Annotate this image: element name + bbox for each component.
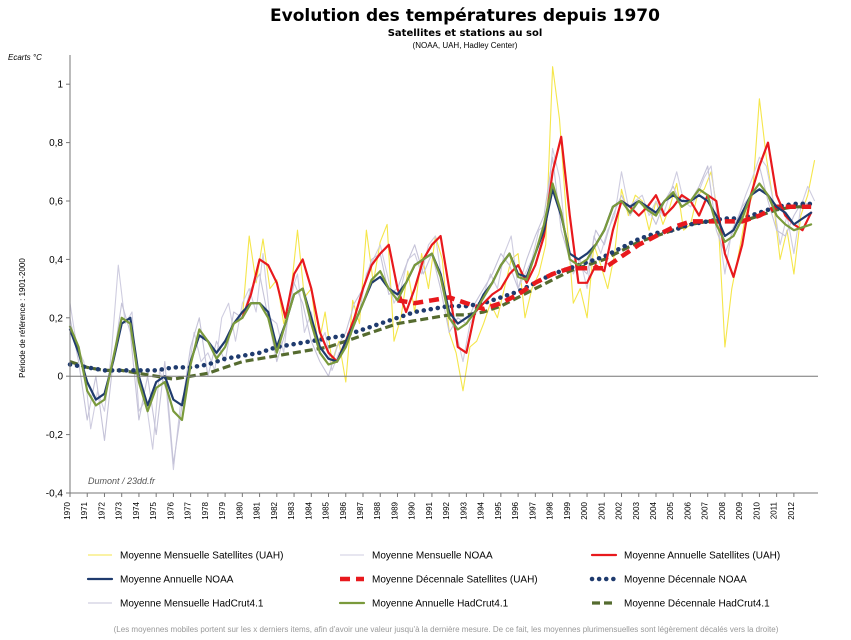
x-tick-label: 1988 [373,501,382,519]
x-tick-label: 2011 [770,501,779,519]
legend: Moyenne Mensuelle Satellites (UAH) Moyenn… [86,551,780,610]
chart-title: Evolution des températures depuis 1970 [270,6,660,26]
y-tick-label: 0,8 [49,138,63,149]
chart-sources: (NOAA, UAH, Hadley Center) [413,41,518,50]
series-moyenne-decennale-satellites-uah [397,204,812,312]
series-moyenne-annuelle-hadcrut4-1 [68,182,813,422]
x-tick-label: 2007 [701,501,710,519]
legend-label: Moyenne Décennale Satellites (UAH) [372,575,538,586]
x-tick-label: 1979 [218,501,227,519]
legend-item: Moyenne Mensuelle Satellites (UAH) [88,551,283,562]
x-tick-label: 1971 [80,501,89,519]
y-tick-label: 0 [57,372,63,383]
legend-item: Moyenne Mensuelle HadCrut4.1 [88,599,264,610]
y-tick-label: 0,4 [49,255,63,266]
x-tick-label: 2012 [787,501,796,519]
legend-item: Moyenne Annuelle HadCrut4.1 [338,599,509,610]
x-tick-label: 1987 [356,501,365,519]
x-tick-label: 1985 [322,501,331,519]
series-moyenne-mensuelle-satellites-uah [241,66,816,392]
chart-subtitle: Satellites et stations au sol [388,28,543,39]
legend-label: Moyenne Mensuelle HadCrut4.1 [120,599,264,610]
x-tick-label: 1978 [201,501,210,519]
y-tick-label: -0,4 [46,489,64,500]
x-tick-label: 2008 [718,501,727,519]
legend-label: Moyenne Annuelle Satellites (UAH) [624,551,780,562]
x-tick-label: 1983 [287,501,296,519]
y-axis-label: Ecarts °C [8,53,42,62]
x-tick-label: 1998 [546,501,555,519]
x-tick-label: 1993 [459,501,468,519]
x-tick-label: 1982 [270,501,279,519]
x-tick-label: 1999 [563,501,572,519]
x-tick-label: 1981 [253,501,262,519]
x-tick-label: 1989 [390,501,399,519]
x-tick-label: 2010 [752,501,761,519]
x-tick-label: 2003 [632,501,641,519]
y-tick-label: 1 [57,80,63,91]
x-tick-label: 1986 [339,501,348,519]
x-tick-label: 2004 [649,501,658,519]
x-tick-label: 1972 [97,501,106,519]
y-tick-label: 0,2 [49,313,63,324]
series-moyenne-decennale-hadcrut4-1 [69,205,812,381]
legend-item: Moyenne Mensuelle NOAA [340,551,493,562]
legend-label: Moyenne Mensuelle NOAA [372,551,493,562]
y-tick-label: -0,2 [46,430,64,441]
x-tick-label: 2001 [597,501,606,519]
y-tick-label: 0,6 [49,197,63,208]
x-tick-label: 1973 [115,501,124,519]
legend-label: Moyenne Annuelle NOAA [120,575,234,586]
legend-item: Moyenne Décennale HadCrut4.1 [592,599,770,610]
x-tick-label: 1977 [184,501,193,519]
x-tick-label: 1976 [166,501,175,519]
legend-item: Moyenne Annuelle Satellites (UAH) [590,551,780,562]
x-tick-label: 1990 [408,501,417,519]
axes: -0,4 -0,2 0 0,2 0,4 0,6 0,8 1 1970 1971 1972 1973 19… [46,55,818,520]
x-tick-label: 1995 [494,501,503,519]
x-tick-label: 1980 [235,501,244,519]
x-tick-label: 2005 [666,501,675,519]
legend-item: Moyenne Décennale NOAA [589,575,747,586]
legend-item: Moyenne Annuelle NOAA [86,575,234,586]
x-tick-label: 1984 [304,501,313,519]
x-tick-label: 1992 [442,501,451,519]
legend-label: Moyenne Décennale NOAA [624,575,747,586]
x-tick-label: 2000 [580,501,589,519]
x-tick-label: 2009 [735,501,744,519]
x-tick-label: 1970 [63,501,72,519]
x-tick-label: 1975 [149,501,158,519]
x-tick-label: 1991 [425,501,434,519]
x-tick-label: 2006 [683,501,692,519]
credit-text: Dumont / 23dd.fr [88,476,156,486]
x-tick-label: 1974 [132,501,141,519]
x-tick-label: 1994 [477,501,486,519]
legend-label: Moyenne Mensuelle Satellites (UAH) [120,551,283,562]
x-tick-label: 1997 [528,501,537,519]
x-tick-label: 1996 [511,501,520,519]
footnote: (Les moyennes mobiles portent sur les x … [114,625,779,634]
plot-area [67,66,816,471]
legend-label: Moyenne Annuelle HadCrut4.1 [372,599,509,610]
legend-item: Moyenne Décennale Satellites (UAH) [340,575,538,586]
reference-period-label: Période de référence : 1901-2000 [18,258,27,378]
legend-label: Moyenne Décennale HadCrut4.1 [624,599,770,610]
x-tick-label: 2002 [615,501,624,519]
